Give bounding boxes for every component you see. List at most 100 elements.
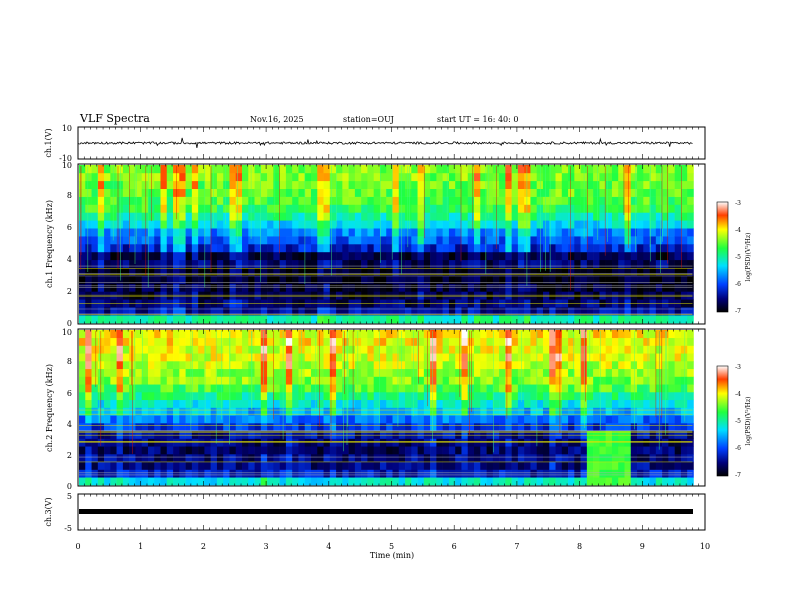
spectrogram-cell bbox=[354, 212, 362, 221]
spectrogram-cell bbox=[687, 315, 694, 324]
spectrogram-cell bbox=[135, 376, 142, 385]
spectrogram-cell bbox=[129, 220, 136, 229]
ch1-waveform-trace bbox=[77, 137, 693, 148]
spectrogram-cell bbox=[85, 307, 92, 316]
spectrogram-cell bbox=[110, 172, 117, 182]
spectrogram-cell bbox=[542, 454, 550, 463]
spectrogram-cell bbox=[154, 220, 161, 229]
spectrogram-cell bbox=[336, 384, 343, 393]
spectrogram-cell bbox=[285, 307, 293, 316]
spectrogram-cell bbox=[423, 188, 431, 197]
spectrogram-cell bbox=[248, 267, 255, 276]
spectrogram-cell bbox=[455, 204, 462, 213]
spectrogram-cell bbox=[605, 172, 613, 182]
spectrogram-cell bbox=[505, 275, 512, 284]
spectrogram-cell bbox=[405, 368, 412, 377]
spectrogram-cell bbox=[574, 315, 581, 324]
spectrogram-cell bbox=[273, 446, 280, 455]
spectrogram-cell bbox=[649, 353, 657, 362]
spectrogram-cell bbox=[530, 330, 538, 339]
spectrogram-cell bbox=[655, 228, 663, 237]
spectrogram-cell bbox=[79, 220, 86, 229]
spectrogram-cell bbox=[254, 220, 262, 229]
spectrogram-cell bbox=[486, 251, 494, 261]
spectrogram-cell bbox=[561, 423, 569, 432]
spectrogram-cell bbox=[405, 283, 412, 292]
spectrogram-cell bbox=[104, 407, 111, 416]
spectrogram-cell bbox=[160, 430, 168, 439]
spectrogram-cell bbox=[618, 283, 625, 292]
spectrogram-cell bbox=[411, 423, 418, 432]
spectrogram-cell bbox=[204, 337, 211, 346]
spectrogram-cell bbox=[248, 180, 255, 189]
spectrogram-cell bbox=[110, 196, 117, 205]
spectrogram-cell bbox=[555, 188, 563, 197]
spectrogram-cell bbox=[630, 307, 638, 316]
spectrogram-cell bbox=[674, 407, 682, 416]
spectrogram-cell bbox=[110, 345, 117, 354]
spectrogram-cell bbox=[85, 361, 92, 370]
spectrogram-cell bbox=[304, 461, 312, 470]
spectrogram-cell bbox=[593, 228, 600, 237]
spectrogram-cell bbox=[486, 307, 494, 316]
spectrogram-cell bbox=[405, 307, 412, 316]
spectrogram-cell bbox=[304, 430, 312, 439]
spectrogram-cell bbox=[298, 461, 306, 470]
spectrogram-cell bbox=[116, 415, 124, 424]
spectrogram-cell bbox=[662, 267, 669, 276]
spectrogram-cell bbox=[611, 172, 619, 182]
spectrogram-cell bbox=[486, 399, 494, 408]
spectrogram-cell bbox=[317, 196, 324, 205]
spectrogram-cell bbox=[367, 172, 374, 182]
spectrogram-cell bbox=[85, 384, 92, 393]
spectrogram-cell bbox=[147, 469, 155, 478]
spectrogram-cell bbox=[411, 461, 418, 470]
spectrogram-cell bbox=[91, 446, 99, 455]
spectrogram-cell bbox=[223, 384, 230, 393]
spectrogram-cell bbox=[104, 430, 111, 439]
spectrogram-cell bbox=[173, 315, 180, 324]
spectrogram-cell bbox=[455, 461, 462, 470]
spectrogram-cell bbox=[285, 251, 293, 261]
spectrogram-cell bbox=[91, 376, 99, 385]
spectrogram-cell bbox=[116, 275, 124, 284]
spectrogram-cell bbox=[85, 446, 92, 455]
spectrogram-cell bbox=[91, 415, 99, 424]
spectrogram-cell bbox=[154, 283, 161, 292]
spectrogram-cell bbox=[486, 477, 494, 486]
spectrogram-cell bbox=[260, 220, 268, 229]
spectrogram-cell bbox=[373, 259, 381, 268]
spectrogram-cell bbox=[430, 212, 437, 221]
spectrogram-cell bbox=[336, 368, 343, 377]
spectrogram-cell bbox=[248, 188, 255, 197]
spectrogram-cell bbox=[423, 212, 431, 221]
spectrogram-cell bbox=[480, 469, 487, 478]
spectrogram-cell bbox=[216, 196, 224, 205]
cb2-label: log(PSD)(V²/Hz) bbox=[745, 397, 752, 446]
spectrogram-cell bbox=[354, 461, 362, 470]
spectrogram-cell bbox=[141, 220, 149, 229]
spectrogram-cell bbox=[317, 172, 324, 182]
spectrogram-cell bbox=[166, 345, 174, 354]
spectrogram-cell bbox=[430, 251, 437, 261]
spectrogram-cell bbox=[649, 283, 657, 292]
spectrogram-cell bbox=[655, 220, 663, 229]
spectrogram-cell bbox=[323, 244, 331, 253]
spectrogram-cell bbox=[329, 172, 337, 182]
spectrogram-cell bbox=[555, 407, 563, 416]
spectrogram-cell bbox=[310, 259, 318, 268]
spectrogram-cell bbox=[379, 477, 387, 486]
spectrogram-cell bbox=[379, 446, 387, 455]
spectrogram-cell bbox=[185, 399, 193, 408]
ch1-waveform-panel: 10 -10 ch.1(V) bbox=[44, 124, 706, 163]
spectrogram-cell bbox=[160, 469, 168, 478]
spectrogram-cell bbox=[367, 430, 374, 439]
spectrogram-cell bbox=[561, 337, 569, 346]
spectrogram-cell bbox=[185, 376, 193, 385]
spectrogram-cell bbox=[436, 228, 443, 237]
spectrogram-cell bbox=[411, 345, 418, 354]
spectrogram-cell bbox=[254, 172, 262, 182]
spectrogram-cell bbox=[461, 392, 469, 401]
spectrogram-cell bbox=[499, 415, 506, 424]
spectrogram-cell bbox=[417, 446, 425, 455]
